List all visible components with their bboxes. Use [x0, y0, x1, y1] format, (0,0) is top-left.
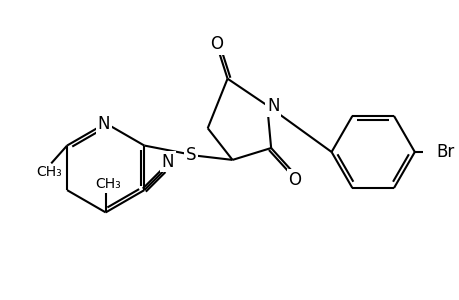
Text: Br: Br [436, 143, 454, 161]
Text: N: N [97, 115, 110, 133]
Text: CH₃: CH₃ [36, 165, 62, 179]
Text: O: O [288, 171, 301, 189]
Text: S: S [186, 146, 196, 164]
Text: CH₃: CH₃ [95, 177, 120, 191]
Text: N: N [161, 153, 174, 171]
Text: N: N [266, 98, 279, 116]
Text: O: O [210, 35, 223, 53]
